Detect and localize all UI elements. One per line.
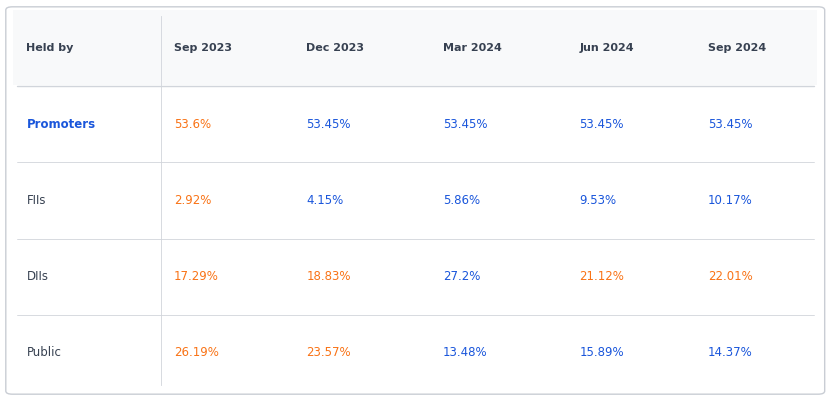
Text: 53.45%: 53.45% [306,118,351,131]
Text: Held by: Held by [26,43,74,53]
Text: 27.2%: 27.2% [442,270,480,283]
Text: 14.37%: 14.37% [707,346,752,359]
Text: DIIs: DIIs [26,270,49,283]
Text: Dec 2023: Dec 2023 [306,43,364,53]
Text: 22.01%: 22.01% [707,270,752,283]
Text: 26.19%: 26.19% [174,346,218,359]
Text: 53.6%: 53.6% [174,118,211,131]
Text: Sep 2023: Sep 2023 [174,43,232,53]
Text: 5.86%: 5.86% [442,194,480,207]
Text: Jun 2024: Jun 2024 [579,43,633,53]
Text: Public: Public [26,346,61,359]
Text: 10.17%: 10.17% [707,194,752,207]
Text: 23.57%: 23.57% [306,346,351,359]
FancyBboxPatch shape [6,7,824,394]
Text: 9.53%: 9.53% [579,194,616,207]
Text: Sep 2024: Sep 2024 [707,43,765,53]
Bar [13,10,816,85]
Text: Mar 2024: Mar 2024 [442,43,501,53]
Text: Promoters: Promoters [26,118,95,131]
Text: 2.92%: 2.92% [174,194,211,207]
Text: 21.12%: 21.12% [579,270,624,283]
Text: 15.89%: 15.89% [579,346,624,359]
Text: 4.15%: 4.15% [306,194,343,207]
Text: 17.29%: 17.29% [174,270,218,283]
Text: 53.45%: 53.45% [579,118,624,131]
Text: 13.48%: 13.48% [442,346,487,359]
Text: FIIs: FIIs [26,194,46,207]
Text: 18.83%: 18.83% [306,270,351,283]
Text: 53.45%: 53.45% [442,118,487,131]
Text: 53.45%: 53.45% [707,118,752,131]
